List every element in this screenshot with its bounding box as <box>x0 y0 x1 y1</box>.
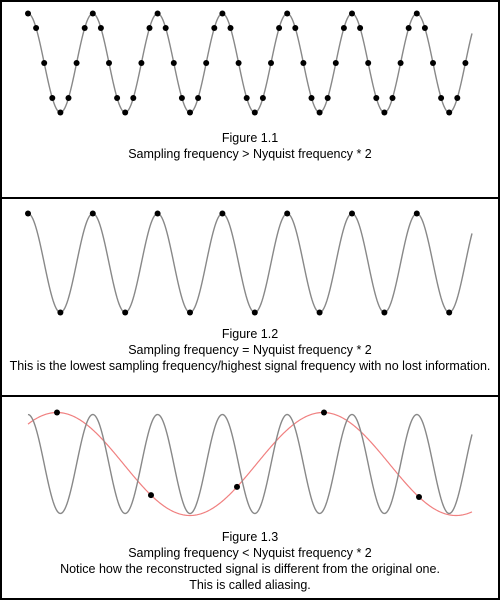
original-signal <box>27 12 473 114</box>
figure-1-3-line-1: Sampling frequency < Nyquist frequency *… <box>128 546 372 560</box>
sample-point-19 <box>178 95 185 102</box>
figure-1-3-title: Figure 1.3 <box>221 530 279 544</box>
sample-point-18 <box>170 60 177 66</box>
sample-point-39 <box>340 24 347 31</box>
sample-point-15 <box>146 24 153 31</box>
sample-point-2 <box>41 60 48 66</box>
sample-point-21 <box>195 95 202 102</box>
figure-1-2-line-2: This is the lowest sampling frequency/hi… <box>9 359 491 373</box>
sample-point-14 <box>138 60 145 66</box>
sample-point-22 <box>203 60 210 66</box>
sample-point-27 <box>243 95 250 102</box>
sample-point-46 <box>397 60 404 66</box>
figure-1-2-waveform <box>25 210 473 316</box>
sample-point-32 <box>284 10 291 17</box>
sample-point-6 <box>219 210 226 217</box>
sample-point-37 <box>324 95 331 102</box>
sample-point-13 <box>130 95 137 102</box>
sample-point-16 <box>154 10 161 17</box>
sample-point-8 <box>284 210 291 217</box>
reconstructed-signal <box>27 411 473 517</box>
sample-point-30 <box>268 60 274 66</box>
figure-1-3-waveform <box>27 409 473 517</box>
sample-point-7 <box>81 24 88 31</box>
sample-point-8 <box>89 10 96 17</box>
sample-point-49 <box>421 24 428 31</box>
sample-point-10 <box>349 210 355 217</box>
figure-1-1-title: Figure 1.1 <box>221 131 279 145</box>
sample-point-9 <box>97 24 104 31</box>
sample-point-53 <box>454 95 461 102</box>
sample-point-2 <box>89 210 96 217</box>
sample-point-2 <box>234 483 240 490</box>
sample-point-9 <box>316 309 323 316</box>
sample-point-20 <box>187 109 193 116</box>
sample-point-4 <box>416 494 422 501</box>
figure-1-1-line-1: Sampling frequency > Nyquist frequency *… <box>128 147 372 161</box>
sample-point-26 <box>235 60 242 66</box>
sample-point-0 <box>25 210 31 217</box>
sample-point-38 <box>332 60 339 66</box>
figure-1-2-panel: Figure 1.2 Sampling frequency = Nyquist … <box>0 197 500 397</box>
sample-point-12 <box>122 109 129 116</box>
sample-point-36 <box>316 109 323 116</box>
figure-1-3-line-3: This is called aliasing. <box>189 578 311 592</box>
sample-point-41 <box>357 24 364 31</box>
sample-point-11 <box>381 309 388 316</box>
sample-point-3 <box>122 309 129 316</box>
figure-1-2-line-1: Sampling frequency = Nyquist frequency *… <box>128 343 372 357</box>
sample-point-47 <box>405 24 412 31</box>
figure-1-2-caption: Figure 1.2 Sampling frequency = Nyquist … <box>2 326 498 374</box>
sample-point-4 <box>154 210 161 217</box>
sample-point-4 <box>57 109 64 116</box>
sample-point-29 <box>259 95 266 102</box>
sample-point-3 <box>49 95 56 102</box>
sample-point-10 <box>106 60 112 66</box>
sample-point-5 <box>187 309 193 316</box>
sample-point-42 <box>365 60 372 66</box>
sample-point-54 <box>462 60 469 66</box>
sample-point-28 <box>251 109 258 116</box>
sample-point-3 <box>321 409 327 416</box>
sample-point-1 <box>148 492 154 499</box>
sample-point-0 <box>25 10 31 17</box>
sample-point-1 <box>33 24 40 31</box>
sample-point-25 <box>227 24 234 31</box>
figure-1-1-waveform <box>25 10 473 116</box>
sample-point-34 <box>300 60 307 66</box>
sample-point-0 <box>54 409 60 416</box>
sample-point-17 <box>162 24 169 31</box>
original-signal <box>27 212 473 314</box>
sample-point-31 <box>276 24 283 31</box>
figure-1-3-panel: Figure 1.3 Sampling frequency < Nyquist … <box>0 395 500 600</box>
sample-point-35 <box>308 95 315 102</box>
sample-point-5 <box>65 95 72 102</box>
figure-1-2-title: Figure 1.2 <box>221 327 279 341</box>
sample-point-45 <box>389 95 396 102</box>
sample-point-1 <box>57 309 64 316</box>
sample-point-23 <box>211 24 218 31</box>
sample-point-44 <box>381 109 388 116</box>
figure-1-3-caption: Figure 1.3 Sampling frequency < Nyquist … <box>2 529 498 593</box>
figure-1-1-caption: Figure 1.1 Sampling frequency > Nyquist … <box>2 130 498 162</box>
sample-point-12 <box>413 210 420 217</box>
original-signal <box>27 413 473 515</box>
sample-point-24 <box>219 10 226 17</box>
sample-point-43 <box>373 95 380 102</box>
sample-point-33 <box>292 24 299 31</box>
sample-point-48 <box>413 10 420 17</box>
sample-point-50 <box>430 60 436 66</box>
sample-point-11 <box>114 95 121 102</box>
sample-point-51 <box>438 95 445 102</box>
sample-point-6 <box>73 60 80 66</box>
sample-point-40 <box>349 10 355 17</box>
sample-point-13 <box>446 309 453 316</box>
sample-point-52 <box>446 109 453 116</box>
figure-1-3-line-2: Notice how the reconstructed signal is d… <box>60 562 440 576</box>
figure-1-1-panel: Figure 1.1 Sampling frequency > Nyquist … <box>0 0 500 199</box>
sample-point-7 <box>251 309 258 316</box>
